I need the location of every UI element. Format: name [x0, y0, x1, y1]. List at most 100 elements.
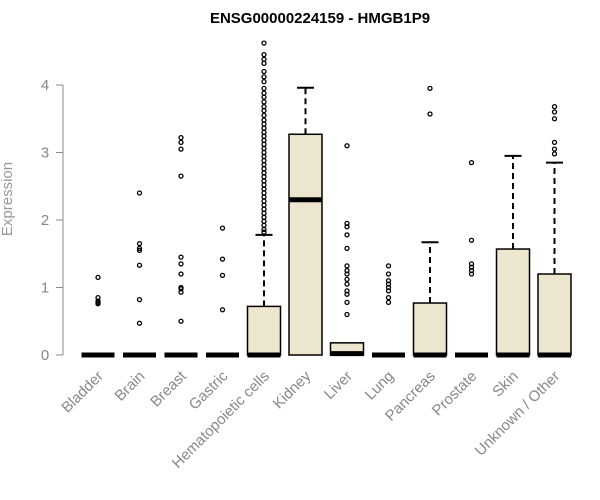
outlier-point — [261, 222, 267, 229]
outlier-point — [344, 311, 350, 318]
outlier-point — [219, 307, 226, 313]
outlier-point — [261, 226, 267, 233]
outlier-point — [261, 202, 267, 208]
outlier-point — [261, 85, 267, 92]
outlier-point — [344, 276, 350, 283]
outlier-point — [261, 99, 267, 105]
outlier-point — [385, 299, 392, 306]
x-tick-label: Liver — [321, 368, 356, 403]
outlier-point — [385, 288, 392, 294]
box-breast — [164, 134, 198, 358]
outlier-point — [261, 125, 267, 131]
outlier-point — [261, 186, 267, 192]
outlier-point — [344, 245, 350, 252]
outlier-point — [344, 299, 350, 306]
outlier-point — [261, 229, 267, 235]
outlier-point — [178, 318, 184, 324]
outlier-point — [551, 109, 558, 115]
outlier-point — [261, 108, 267, 114]
outlier-point — [344, 263, 350, 269]
outlier-point — [344, 224, 350, 230]
outlier-point — [344, 271, 350, 277]
outlier-point — [551, 139, 558, 146]
outlier-point — [136, 262, 143, 268]
outlier-point — [261, 78, 267, 85]
outlier-point — [261, 68, 267, 75]
outlier-point — [261, 51, 267, 58]
outlier-point — [261, 74, 267, 80]
outlier-point — [178, 271, 184, 277]
box-pancreas — [412, 85, 448, 358]
y-axis-label: Expression — [0, 162, 16, 236]
chart-title: ENSG00000224159 - HMGB1P9 — [210, 10, 430, 27]
outlier-point — [178, 134, 184, 141]
outlier-point — [261, 174, 267, 180]
outlier-point — [261, 133, 267, 139]
box-hematopoietic-cells — [246, 40, 282, 358]
outlier-point — [261, 112, 267, 119]
outlier-point — [261, 56, 267, 62]
outlier-point — [178, 289, 184, 295]
outlier-point — [219, 225, 226, 231]
outlier-point — [427, 111, 433, 117]
y-tick-label: 2 — [41, 212, 49, 229]
box-lung — [372, 263, 405, 358]
box-body — [412, 302, 448, 356]
outlier-point — [178, 173, 184, 179]
outlier-point — [551, 103, 558, 110]
outlier-point — [551, 146, 558, 152]
x-tick-label: Breast — [147, 367, 190, 410]
box-kidney — [288, 86, 323, 356]
outlier-point — [261, 170, 267, 176]
outlier-point — [261, 161, 267, 168]
box-body — [537, 273, 572, 356]
outlier-point — [551, 151, 558, 157]
outlier-point — [344, 143, 350, 149]
box-liver — [329, 143, 365, 357]
box-brain — [123, 190, 156, 358]
outlier-point — [95, 274, 101, 281]
outlier-point — [468, 237, 475, 243]
outlier-point — [219, 256, 226, 262]
outlier-point — [261, 149, 267, 156]
outlier-point — [261, 94, 267, 100]
outlier-point — [385, 263, 392, 269]
outlier-point — [178, 261, 184, 267]
outlier-point — [261, 166, 267, 172]
box-bladder — [81, 274, 115, 358]
outlier-point — [261, 214, 267, 220]
outlier-point — [427, 85, 433, 92]
outlier-point — [95, 301, 101, 307]
outlier-point — [261, 141, 267, 148]
boxes — [81, 40, 572, 358]
outlier-point — [178, 254, 184, 260]
outlier-point — [136, 245, 143, 252]
outlier-point — [344, 232, 350, 238]
outlier-point — [385, 294, 392, 301]
box-gastric — [206, 225, 239, 358]
box-skin — [495, 154, 531, 358]
outlier-point — [136, 247, 143, 254]
outlier-point — [261, 206, 267, 212]
outlier-point — [261, 90, 267, 96]
outlier-point — [344, 291, 350, 297]
outlier-point — [261, 40, 267, 46]
outlier-point — [261, 182, 267, 188]
outlier-point — [261, 210, 267, 216]
outlier-point — [261, 194, 267, 200]
box-prostate — [455, 159, 488, 358]
outlier-point — [136, 296, 143, 303]
outlier-point — [551, 116, 558, 122]
outlier-point — [468, 271, 475, 277]
y-tick-label: 1 — [41, 280, 49, 297]
y-tick-label: 0 — [41, 347, 49, 364]
outlier-point — [261, 190, 267, 196]
outlier-point — [385, 271, 392, 277]
outlier-point — [261, 153, 267, 160]
x-tick-label: Lung — [362, 368, 398, 404]
y-tick-label: 3 — [41, 145, 49, 162]
outlier-point — [261, 145, 267, 152]
